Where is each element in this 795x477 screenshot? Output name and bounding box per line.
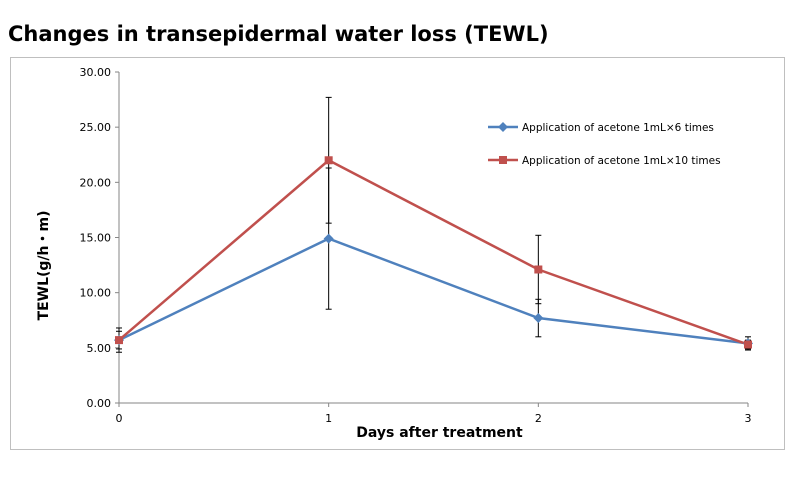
y-axis-title: TEWL(g/h・m): [36, 211, 52, 321]
legend-marker-diamond: [498, 122, 508, 132]
y-tick-label: 15.00: [80, 232, 112, 245]
x-tick-label: 3: [745, 412, 752, 425]
data-point-square: [744, 340, 752, 349]
y-tick-label: 30.00: [80, 66, 112, 79]
series-line: [118, 237, 749, 345]
legend-label: Application of acetone 1mL×6 times: [522, 122, 714, 134]
legend-label: Application of acetone 1mL×10 times: [522, 155, 721, 167]
data-point-square: [534, 265, 543, 274]
y-tick-label: 0.00: [87, 397, 112, 410]
data-point-diamond: [533, 313, 544, 324]
chart-title: Changes in transepidermal water loss (TE…: [8, 22, 549, 46]
series-lines: [118, 158, 749, 346]
y-tick-label: 20.00: [80, 176, 112, 189]
series-markers: [114, 156, 753, 349]
x-tick-label: 1: [325, 412, 332, 425]
x-tick-label: 2: [535, 412, 542, 425]
chart-frame: [10, 57, 785, 450]
data-point-square: [115, 336, 123, 345]
y-tick-label: 10.00: [80, 287, 112, 300]
y-tick-label: 25.00: [80, 121, 112, 134]
x-axis-title: Days after treatment: [356, 425, 523, 441]
data-point-square: [324, 156, 333, 165]
series-line: [118, 158, 749, 346]
y-tick-label: 5.00: [87, 342, 112, 355]
axes: 0.00 5.00 10.00 15.00 20.00 25.00 30.00 0 1 2 3: [80, 66, 752, 425]
error-bars: [116, 96, 751, 353]
legend-marker-square: [499, 156, 507, 164]
x-tick-label: 0: [116, 412, 123, 425]
data-point-diamond: [323, 233, 334, 244]
legend: Application of acetone 1mL×6 times Applic…: [488, 122, 721, 167]
